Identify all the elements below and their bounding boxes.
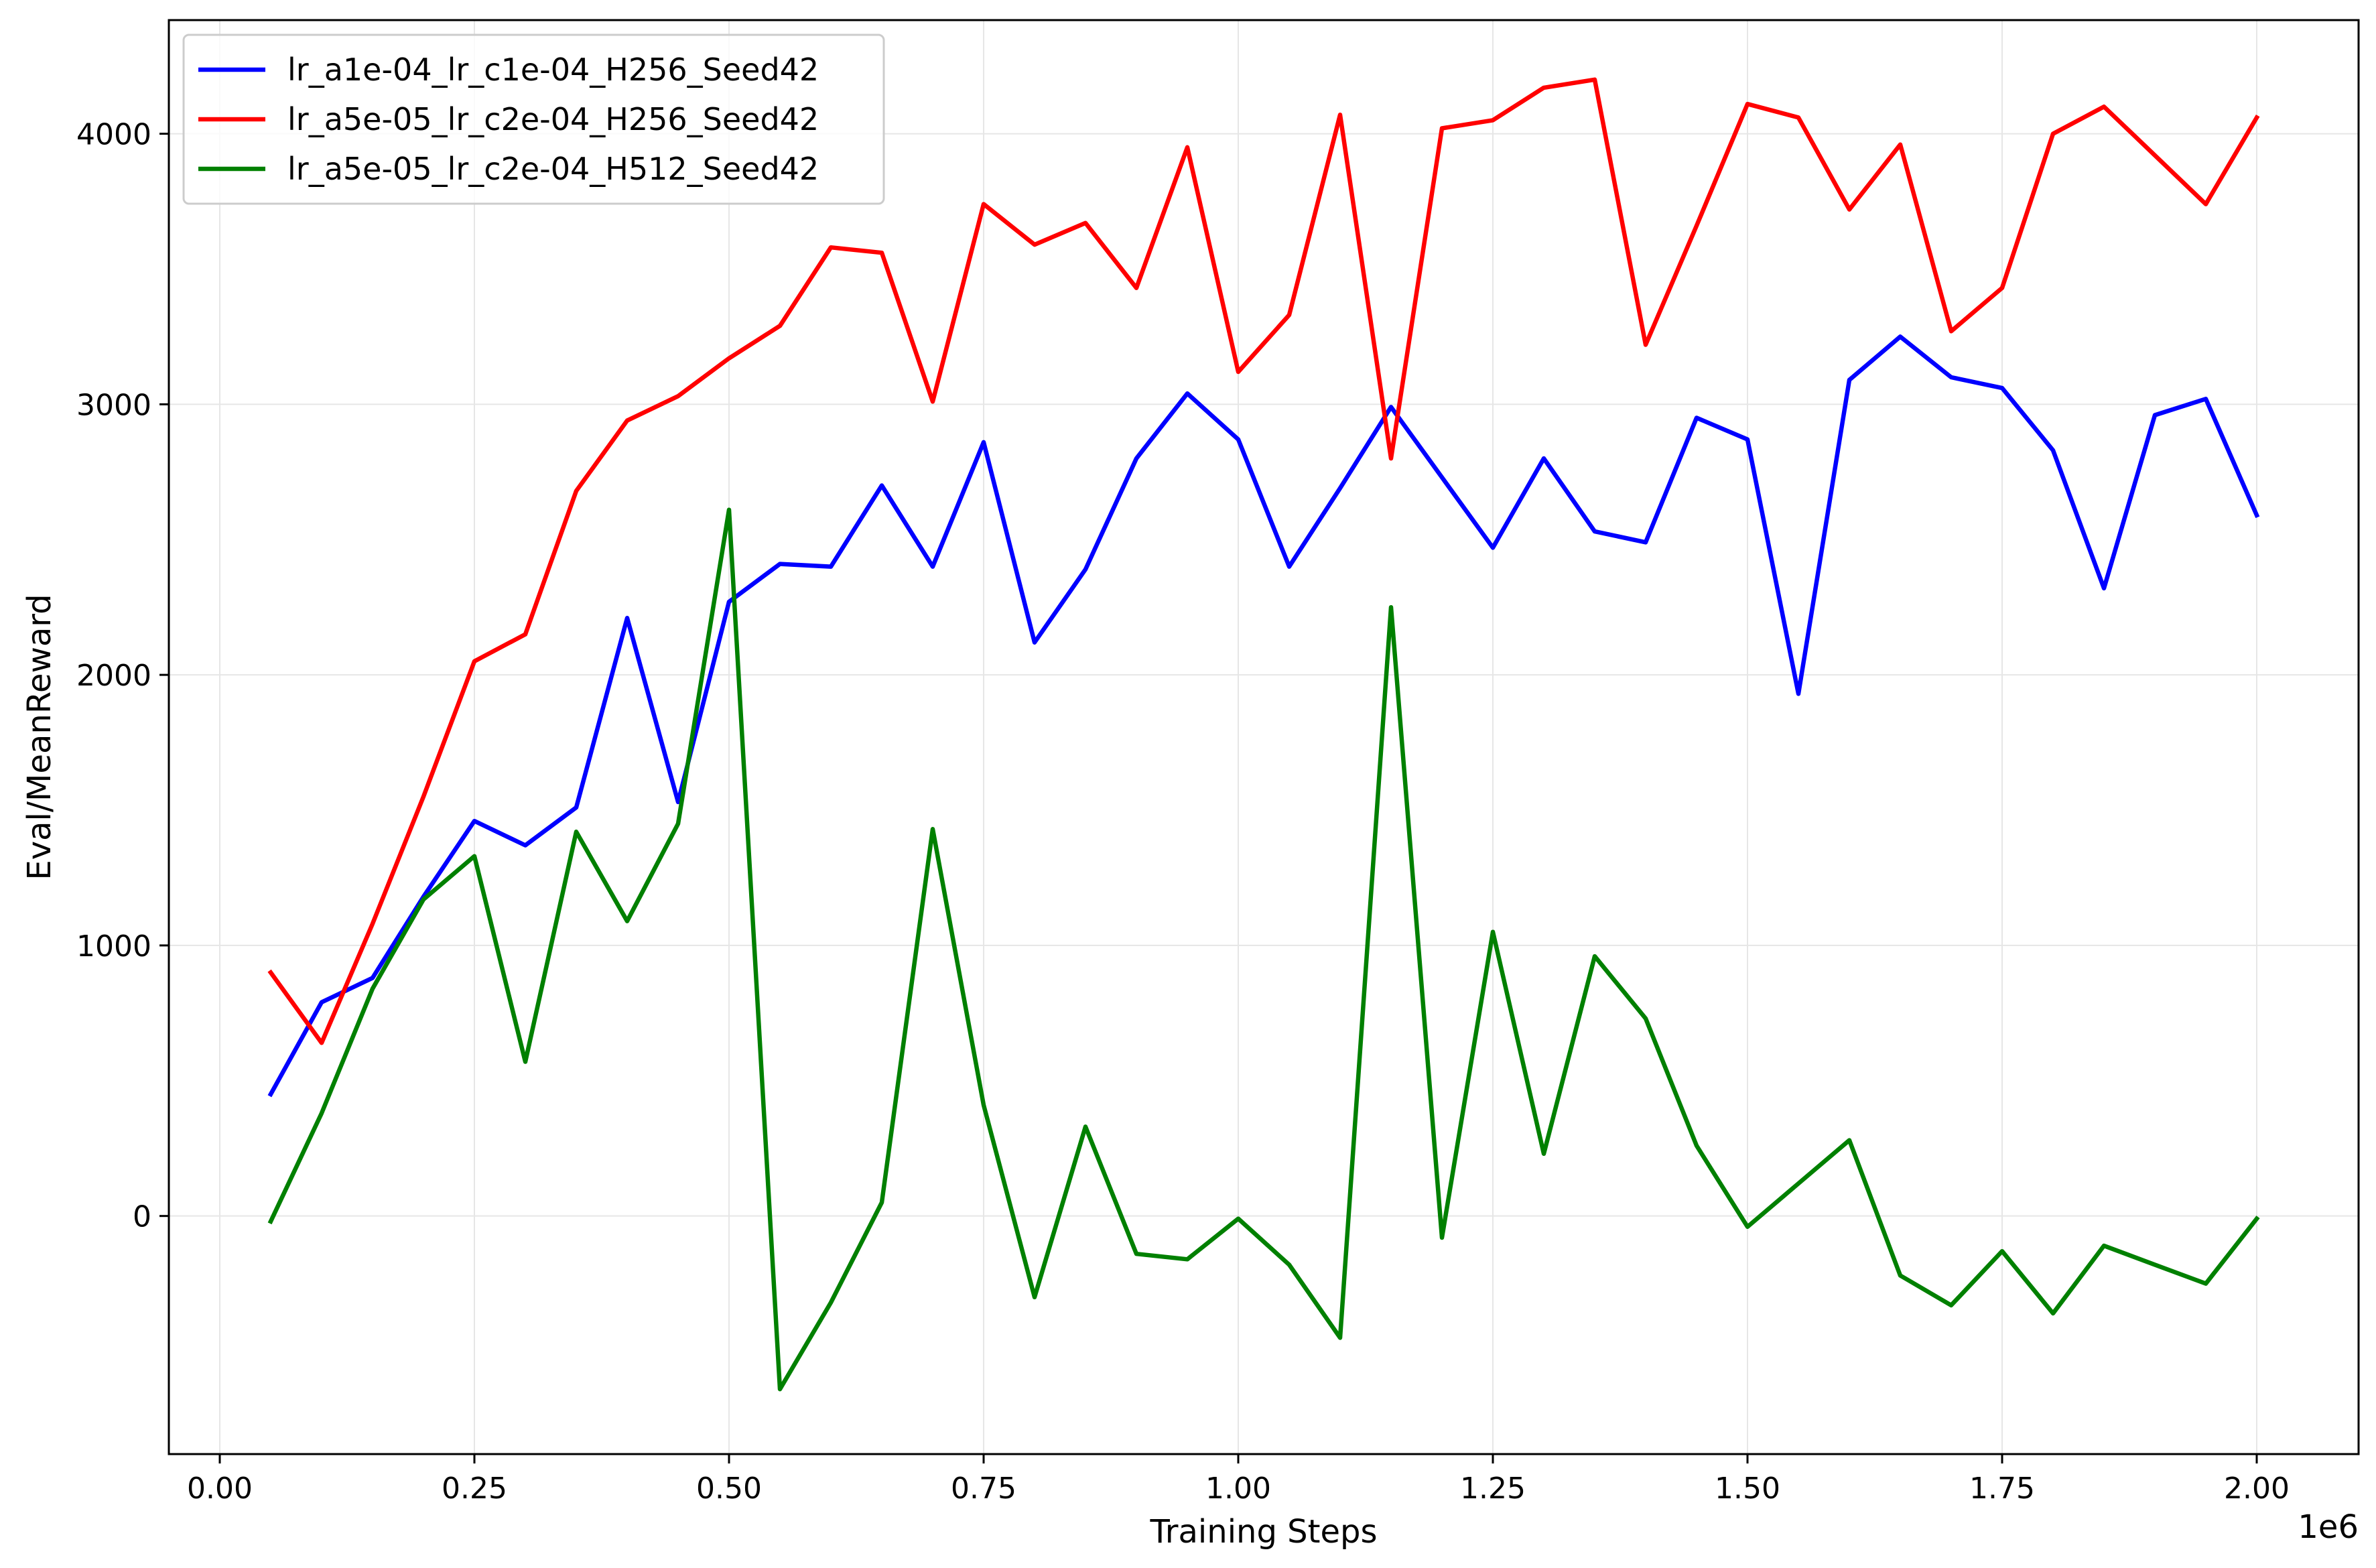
series-lines: [267, 77, 2260, 1392]
x-tick-label: 0.00: [187, 1472, 253, 1506]
plot-area-frame: [168, 19, 2360, 1455]
y-tick-label: 1000: [76, 929, 151, 964]
legend-label: lr_a5e-05_lr_c2e-04_H256_Seed42: [287, 101, 819, 137]
x-tick-label: 2.00: [2224, 1472, 2290, 1506]
series-line-2: [267, 77, 2260, 1045]
grid-lines: [169, 20, 2359, 1454]
y-axis-label: Eval/MeanReward: [21, 594, 58, 880]
x-axis-ticks: 0.00 0.25 0.50 0.75 1.00 1.25 1.50 1.75 2.00: [187, 1454, 2290, 1506]
legend-box: [182, 34, 885, 205]
legend-label: lr_a1e-04_lr_c1e-04_H256_Seed42: [287, 52, 819, 88]
series-line-1: [267, 334, 2260, 1098]
y-tick-label: 2000: [76, 659, 151, 693]
series-line-3: [267, 507, 2260, 1392]
y-tick-label: 0: [133, 1200, 151, 1234]
x-axis-label: Training Steps: [1150, 1513, 1378, 1551]
x-tick-label: 0.75: [951, 1472, 1016, 1506]
y-tick-label: 4000: [76, 118, 151, 152]
x-tick-label: 1.25: [1460, 1472, 1526, 1506]
y-axis-ticks: 0 1000 2000 3000 4000: [76, 118, 169, 1234]
x-tick-label: 1.50: [1715, 1472, 1780, 1506]
y-tick-label: 3000: [76, 388, 151, 422]
legend-label: lr_a5e-05_lr_c2e-04_H512_Seed42: [287, 151, 819, 187]
x-tick-label: 0.50: [696, 1472, 762, 1506]
x-tick-label: 1.00: [1205, 1472, 1271, 1506]
x-tick-label: 1.75: [1969, 1472, 2035, 1506]
x-axis-offset-label: 1e6: [2298, 1508, 2359, 1546]
x-tick-label: 0.25: [442, 1472, 507, 1506]
legend: lr_a1e-04_lr_c1e-04_H256_Seed42 lr_a5e-05…: [182, 34, 885, 205]
